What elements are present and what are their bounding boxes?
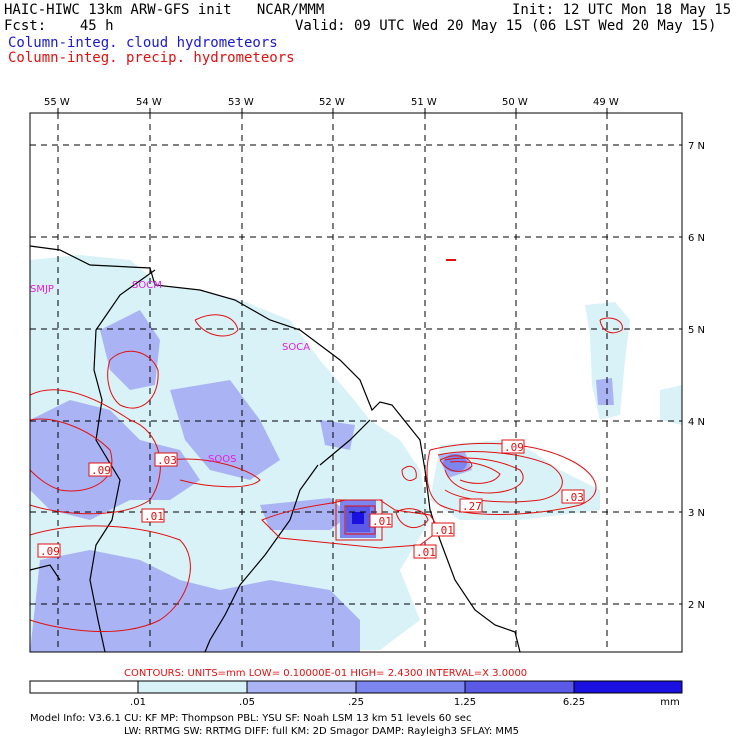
model-info-line2: LW: RRTMG SW: RRTMG DIFF: full KM: 2D Sm…: [124, 726, 519, 737]
lon-label: 54 W: [136, 97, 162, 108]
contour-label: .09: [40, 545, 60, 558]
lat-label: 3 N: [688, 508, 705, 519]
contour-label: .01: [372, 515, 392, 528]
lat-label: 6 N: [688, 233, 705, 244]
contour-label: .27: [462, 500, 482, 513]
contour-label: .09: [504, 441, 524, 454]
lon-label: 49 W: [593, 97, 619, 108]
lat-label: 5 N: [688, 325, 705, 336]
longitude-labels: 55 W 54 W 53 W 52 W 51 W 50 W 49 W: [44, 97, 619, 108]
map-frame: [29, 112, 683, 653]
model-info-line1: Model Info: V3.6.1 CU: KF MP: Thompson P…: [30, 713, 471, 724]
colorbar-tick: .01: [130, 697, 146, 708]
cloud-field-title: Column-integ. cloud hydrometeors: [8, 35, 278, 51]
valid-time: Valid: 09 UTC Wed 20 May 15 (06 LST Wed …: [295, 18, 717, 34]
lon-label: 51 W: [411, 97, 437, 108]
latitude-labels: 7 N 6 N 5 N 4 N 3 N 2 N: [688, 141, 705, 611]
lon-label: 55 W: [44, 97, 70, 108]
lon-tick-marks: [57, 108, 608, 113]
colorbar-unit: mm: [660, 697, 679, 708]
lat-lon-grid: [30, 113, 682, 652]
colorbar-tick: .05: [239, 697, 255, 708]
color-bar-ticks: .01 .05 .25 1.25 6.25 mm: [130, 697, 680, 708]
station-labels: SMJP SOCM SOCA SOOS: [30, 280, 310, 465]
contours-info: CONTOURS: UNITS=mm LOW= 0.10000E-01 HIGH…: [124, 668, 527, 679]
lat-label: 2 N: [688, 600, 705, 611]
lat-label: 4 N: [688, 417, 705, 428]
contour-label: .09: [91, 464, 111, 477]
lat-label: 7 N: [688, 141, 705, 152]
station-smjp: SMJP: [30, 284, 54, 295]
precip-field-title: Column-integ. precip. hydrometeors: [8, 50, 295, 66]
station-soca: SOCA: [282, 342, 310, 353]
contour-label: .01: [416, 546, 436, 559]
colorbar-tick: .25: [348, 697, 364, 708]
init-time: Init: 12 UTC Mon 18 May 15: [512, 2, 732, 18]
contour-label: .03: [157, 454, 177, 467]
model-title: HAIC-HIWC 13km ARW-GFS init NCAR/MMM: [4, 2, 325, 18]
colorbar-tick: 1.25: [454, 697, 476, 708]
coastline: [29, 245, 521, 653]
colorbar-tick: 6.25: [563, 697, 585, 708]
forecast-hour: Fcst: 45 h: [4, 18, 114, 34]
contour-label: .01: [434, 524, 454, 537]
lon-label: 53 W: [228, 97, 254, 108]
lon-label: 52 W: [319, 97, 345, 108]
contour-label-boxes: [37, 439, 585, 559]
station-soos: SOOS: [208, 454, 236, 465]
station-socm: SOCM: [132, 280, 162, 291]
contour-label: .01: [144, 510, 164, 523]
color-bar: [29, 680, 683, 694]
lon-label: 50 W: [502, 97, 528, 108]
contour-labels: .09 .03 .01 .09 .01 .09 .27 .03 .01 .01: [40, 441, 584, 559]
contour-label: .03: [564, 491, 584, 504]
